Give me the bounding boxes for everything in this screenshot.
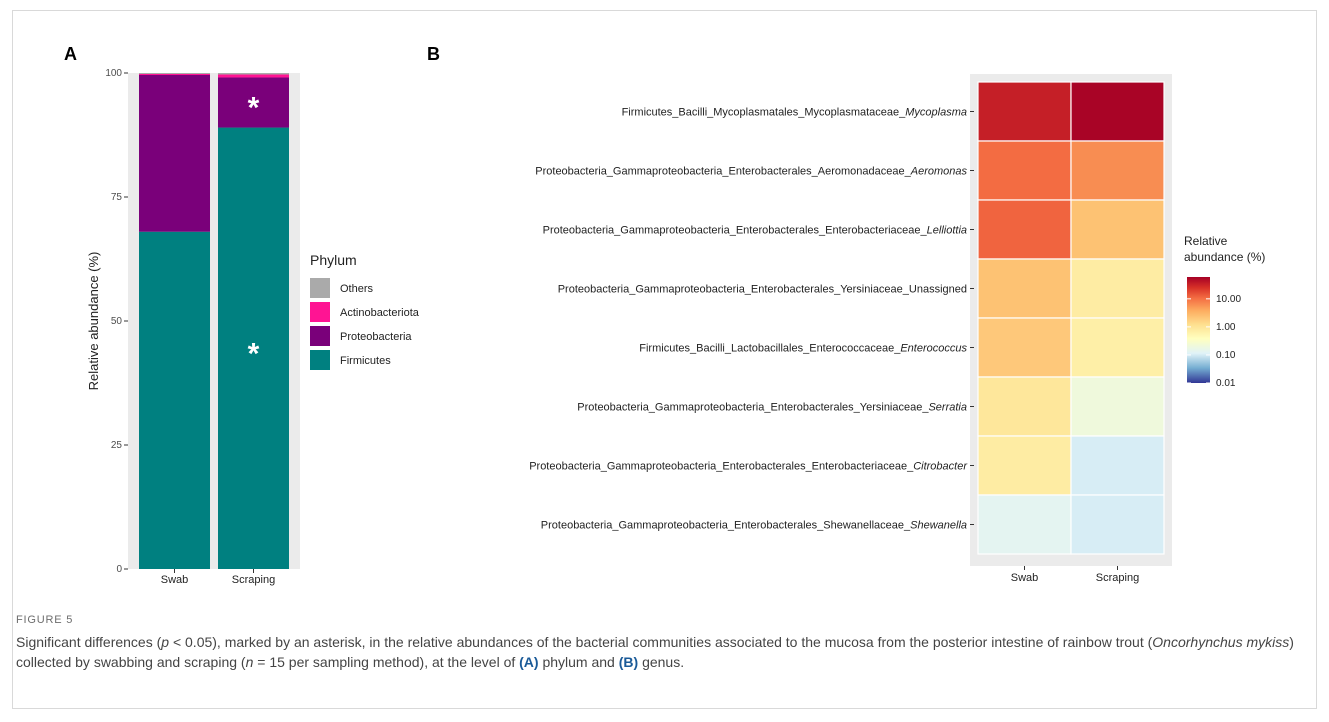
legend-swatch-proteobacteria [310,326,330,346]
row-label-genus: Mycoplasma [905,107,967,119]
y-axis-title: Relative abundance (%) [86,252,101,391]
bar-segment-actinobacteriota [218,74,289,78]
legend-title: Phylum [310,252,357,268]
legend-tick-label: 10.00 [1216,294,1241,305]
row-label-genus: Aeromonas [910,166,968,178]
bar-segment-others [218,73,289,75]
row-label-taxonomy: Proteobacteria_Gammaproteobacteria_Enter… [577,402,929,414]
row-label: Firmicutes_Bacilli_Mycoplasmatales_Mycop… [622,107,967,119]
x-tick-label: Swab [161,574,189,586]
figure-svg: A 0 25 50 75 100 Relative abundance (%) Swab Scr… [64,44,1265,586]
heatmap-cell [977,376,1072,437]
panel-label-b: B [427,44,440,64]
legend-label: Others [340,283,374,295]
legend-swatch-others [310,278,330,298]
legend-label: Proteobacteria [340,331,412,343]
significance-asterisk: * [248,92,260,125]
legend-swatch-actinobacteriota [310,302,330,322]
color-scale-bar [1187,277,1210,383]
row-label: Proteobacteria_Gammaproteobacteria_Enter… [543,225,967,237]
bar-segment-firmicutes [218,127,289,569]
heatmap-cell [977,435,1072,496]
panel-label-a: A [64,44,77,64]
x-tick-label: Scraping [232,574,275,586]
bar-segment-actinobacteriota [139,73,210,75]
heatmap-cell [1070,376,1165,437]
row-label: Proteobacteria_Gammaproteobacteria_Enter… [535,166,967,178]
row-label-taxonomy: Firmicutes_Bacilli_Lactobacillales_Enter… [639,343,901,355]
heatmap-cell [1070,199,1165,260]
row-label-taxonomy: Proteobacteria_Gammaproteobacteria_Enter… [558,284,967,296]
row-label: Firmicutes_Bacilli_Lactobacillales_Enter… [639,343,967,355]
row-label-taxonomy: Proteobacteria_Gammaproteobacteria_Enter… [543,225,928,237]
legend-swatch-firmicutes [310,350,330,370]
x-tick-label: Swab [1011,572,1039,584]
row-label-taxonomy: Proteobacteria_Gammaproteobacteria_Enter… [535,166,911,178]
heatmap-cell [977,140,1072,201]
row-label-genus: Citrobacter [913,461,968,473]
heatmap-cell [977,494,1072,555]
row-label-taxonomy: Proteobacteria_Gammaproteobacteria_Enter… [529,461,914,473]
y-tick-label: 75 [111,192,123,203]
legend-label: Actinobacteriota [340,307,420,319]
legend-title-line1: Relative [1184,234,1228,248]
y-tick-label: 50 [111,316,123,327]
y-tick-label: 25 [111,440,123,451]
legend-title-line2: abundance (%) [1184,250,1265,264]
panel-a: A 0 25 50 75 100 Relative abundance (%) Swab Scr… [64,44,420,586]
row-label-taxonomy: Firmicutes_Bacilli_Mycoplasmatales_Mycop… [622,107,907,119]
row-label-taxonomy: Proteobacteria_Gammaproteobacteria_Enter… [541,520,911,532]
bar-segment-proteobacteria [218,77,289,128]
heatmap-cell [1070,494,1165,555]
row-label-genus: Lelliottia [927,225,967,237]
heatmap-cell [1070,140,1165,201]
bar-segment-proteobacteria [139,74,210,232]
y-tick-label: 0 [116,564,122,575]
row-label: Proteobacteria_Gammaproteobacteria_Enter… [529,461,968,473]
figure-caption: FIGURE 5 Significant differences (p < 0.… [16,614,1306,672]
legend-label: Firmicutes [340,355,391,367]
caption-text: Significant differences (p < 0.05), mark… [16,634,1294,670]
row-label: Proteobacteria_Gammaproteobacteria_Enter… [558,284,967,296]
heatmap-cell [977,317,1072,378]
heatmap-cell [977,199,1072,260]
heatmap-cell [1070,317,1165,378]
heatmap-cell [1070,435,1165,496]
heatmap-cell [977,258,1072,319]
heatmap-cell [977,81,1072,142]
legend-tick-label: 1.00 [1216,322,1236,333]
row-label: Proteobacteria_Gammaproteobacteria_Enter… [577,402,967,414]
heatmap-cell [1070,81,1165,142]
x-tick-label: Scraping [1096,572,1139,584]
row-label-genus: Enterococcus [900,343,967,355]
panel-b: B Firmicutes_Bacilli_Mycoplasmatales_Myco… [427,44,1265,584]
significance-asterisk: * [248,337,260,370]
legend-tick-label: 0.01 [1216,378,1236,389]
bar-segment-firmicutes [139,231,210,569]
legend-tick-label: 0.10 [1216,350,1236,361]
bar-segment-others [139,73,210,74]
row-label-genus: Shewanella [910,520,967,532]
row-label: Proteobacteria_Gammaproteobacteria_Enter… [541,520,967,532]
heatmap-cell [1070,258,1165,319]
figure-label: FIGURE 5 [16,614,74,626]
row-label-genus: Serratia [928,402,967,414]
y-tick-label: 100 [105,68,122,79]
